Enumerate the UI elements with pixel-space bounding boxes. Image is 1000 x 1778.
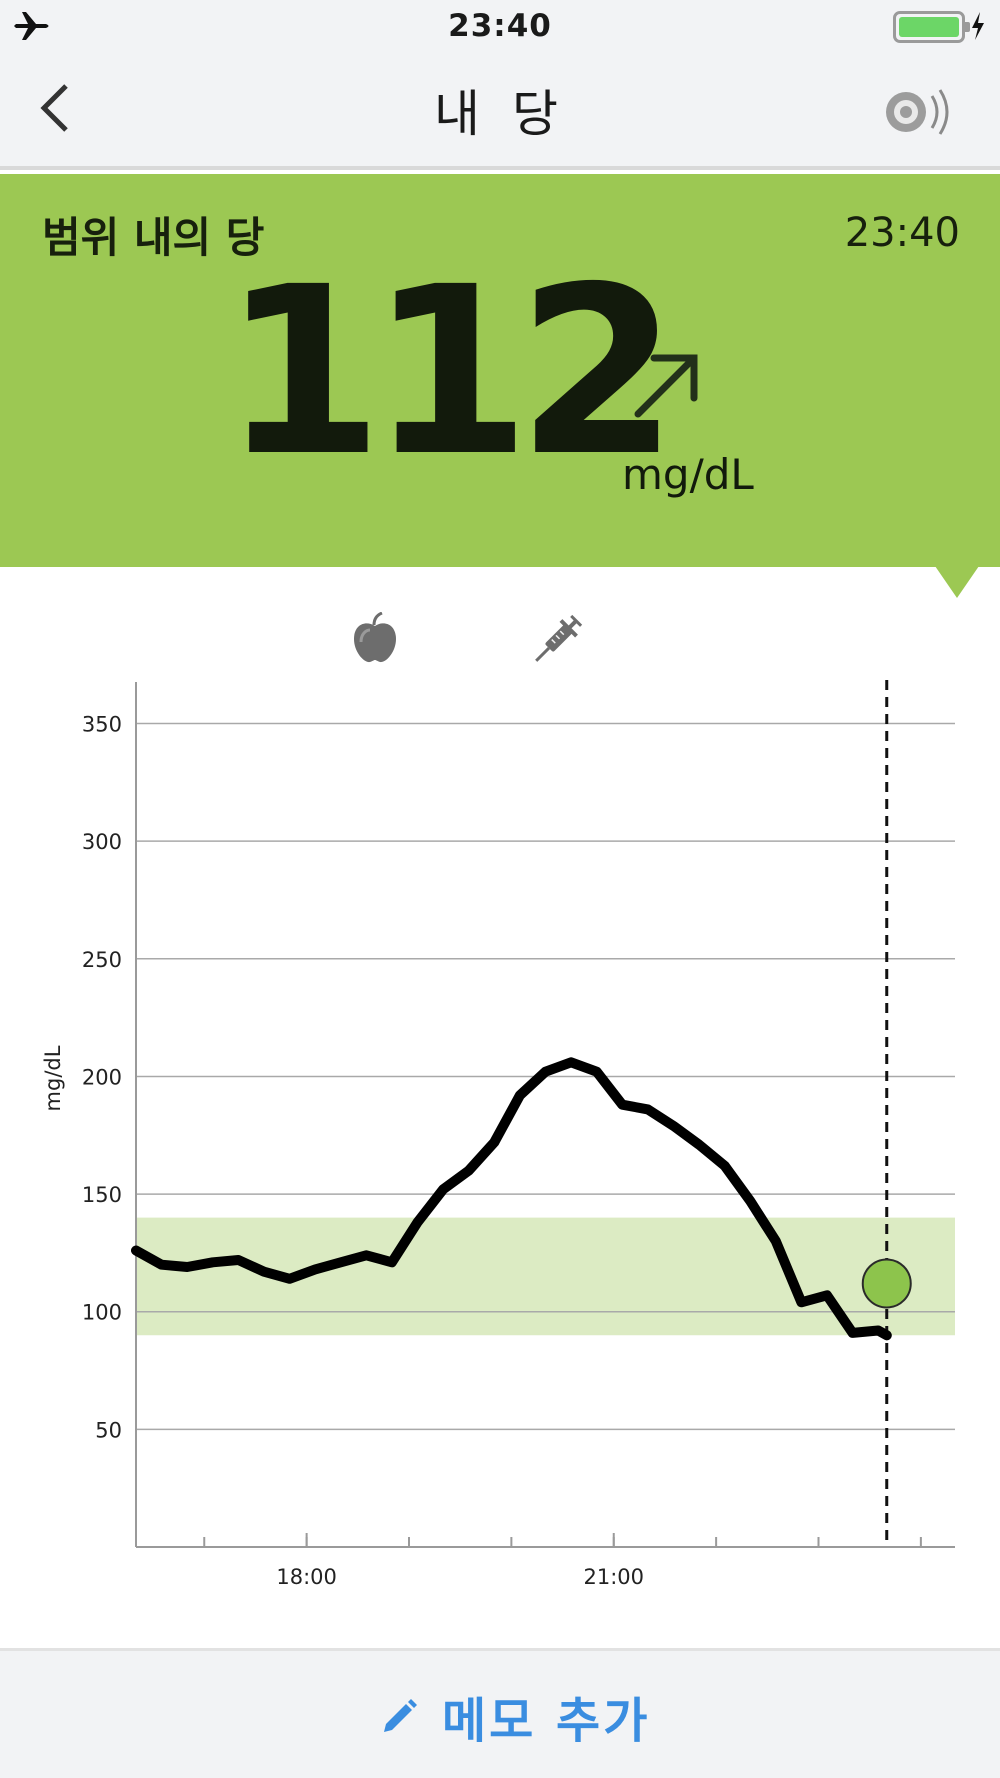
battery-icon [893, 11, 965, 43]
y-tick-label: 200 [82, 1065, 122, 1089]
x-tick-label: 21:00 [583, 1565, 644, 1589]
y-tick-label: 150 [82, 1183, 122, 1207]
airplane-icon [14, 12, 49, 40]
glucose-value: 112 [222, 237, 678, 507]
nav-bar: 내 당 [0, 52, 1000, 170]
y-tick-label: 100 [82, 1301, 122, 1325]
y-axis-label: mg/dL [41, 1045, 65, 1111]
reading-time: 23:40 [844, 210, 960, 256]
trend-arrow-icon [634, 354, 698, 418]
reading-pointer [935, 566, 979, 598]
battery-nub [965, 22, 970, 32]
pencil-icon [384, 1699, 417, 1732]
glucose-unit: mg/dL [622, 450, 754, 499]
glucose-chart: 350 300 250 200 150 100 50 18:00 21:00 mg/dL [41, 680, 955, 1589]
syringe-icon[interactable] [528, 613, 584, 669]
status-bar: 23:40 [0, 0, 1000, 52]
add-memo-button[interactable]: 메모 추가 [380, 1681, 650, 1751]
x-tick-label: 18:00 [276, 1565, 337, 1589]
y-tick-label: 300 [82, 830, 122, 854]
add-memo-label: 메모 추가 [442, 1693, 651, 1749]
y-tick-label: 50 [95, 1418, 122, 1442]
glucose-series-line [131, 1057, 892, 1341]
bottom-bar: 메모 추가 [0, 1648, 1000, 1778]
sensor-icon[interactable] [880, 82, 960, 142]
y-tick-label: 250 [82, 948, 122, 972]
glucose-reading-panel: 범위 내의 당 23:40 112 mg/dL [0, 174, 1000, 567]
current-reading-marker[interactable] [861, 1258, 912, 1309]
charging-icon [972, 12, 984, 40]
page-title: 내 당 [434, 85, 566, 143]
status-time: 23:40 [448, 8, 552, 44]
y-tick-label: 350 [82, 713, 122, 737]
back-chevron-icon[interactable] [30, 78, 90, 138]
target-range-band [136, 1217, 955, 1336]
apple-icon[interactable] [352, 612, 398, 664]
reading-status-label: 범위 내의 당 [42, 213, 265, 262]
